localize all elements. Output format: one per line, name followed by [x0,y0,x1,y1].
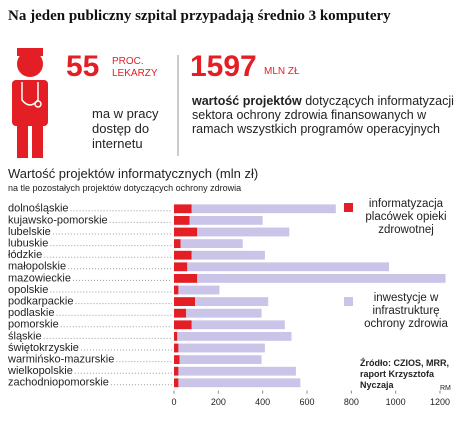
y-tick-label: podlaskie [8,307,54,319]
source: Źródło: CZIOS, MRR, raport Krzysztofa Ny… [360,358,449,390]
bar-segment [189,215,263,225]
x-tick-label: 200 [211,397,226,407]
fact-text: ma w pracy dostęp do internetu [92,106,159,151]
bar-segment [174,297,196,307]
y-tick-label: mazowieckie [8,272,71,284]
bar-segment [197,227,290,237]
bar-segment [174,320,192,330]
fact-unit: LEKARZY [112,68,158,79]
bar-segment [180,239,243,249]
bar-segment [195,297,269,307]
y-tick-label: łódzkie [8,249,42,261]
bar-segment [191,320,285,330]
bar-segment [174,355,180,365]
bar-segment [174,366,179,376]
bar-segment [186,308,262,318]
y-tick-label: podkarpackie [8,296,73,308]
legend-label: inwestycje w infrastrukturę ochrony zdro… [364,292,448,330]
y-tick-label: zachodniopomorskie [8,377,109,389]
legend-swatch [344,297,353,306]
bar-segment [174,273,198,283]
fact-number: 55 [66,50,100,83]
doctor-icon [12,48,48,158]
bar-segment [174,343,179,353]
bar-segment [174,262,188,272]
bar-segment [174,285,179,295]
x-tick-label: 800 [344,397,359,407]
y-tick-label: śląskie [8,330,42,342]
bar-segment [174,308,187,318]
bar-segment [174,215,190,225]
y-tick-label: dolnośląskie [8,203,69,215]
bar-segment [174,331,178,341]
fact-unit: PROC. [112,56,144,67]
bar-segment [174,227,198,237]
bar-segment [178,343,265,353]
y-tick-label: warmińsko-mazurskie [7,354,114,366]
x-tick-label: 0 [171,397,176,407]
bar-segment [191,204,336,214]
bar-segment [174,204,192,214]
legend-swatch [344,203,353,212]
fact-text: dotyczących informatyzacji sektora ochro… [192,94,454,136]
bar-segment [197,273,446,283]
y-tick-label: lubelskie [8,226,51,238]
fact-text: wartość projektów dotyczących informatyz… [192,94,464,136]
y-tick-label: wielkopolskie [7,365,73,377]
y-tick-label: świętokrzyskie [8,342,79,354]
title: Na jeden publiczny szpital przypadają śr… [8,8,391,24]
fact-number: 1597 [190,50,257,83]
y-tick-label: pomorskie [8,319,59,331]
bar-segment [178,366,296,376]
bar-segment [174,378,179,388]
y-tick-label: lubuskie [8,238,48,250]
bar-segment [174,250,192,260]
fact-text-bold: wartość projektów [192,94,302,108]
chart-subtitle: na tle pozostałych projektów dotyczących… [8,183,242,193]
bar-segment [178,285,220,295]
bar-segment [177,331,292,341]
bar-segment [179,355,262,365]
bar-segment [191,250,265,260]
bar-segment [174,239,181,249]
legend-label: informatyzacja placówek opieki zdrowotne… [365,198,447,236]
chart-title: Wartość projektów informatycznych (mln z… [8,166,259,181]
y-tick-label: małopolskie [8,261,66,273]
x-tick-label: 600 [299,397,314,407]
bar-segment [187,262,390,272]
fact-unit: MLN ZŁ [264,66,300,77]
credit: RM [440,385,451,392]
y-tick-label: opolskie [8,284,48,296]
x-tick-label: 1200 [430,397,450,407]
x-tick-label: 1000 [386,397,406,407]
y-tick-label: kujawsko-pomorskie [8,214,108,226]
x-tick-label: 400 [255,397,270,407]
bar-segment [178,378,301,388]
